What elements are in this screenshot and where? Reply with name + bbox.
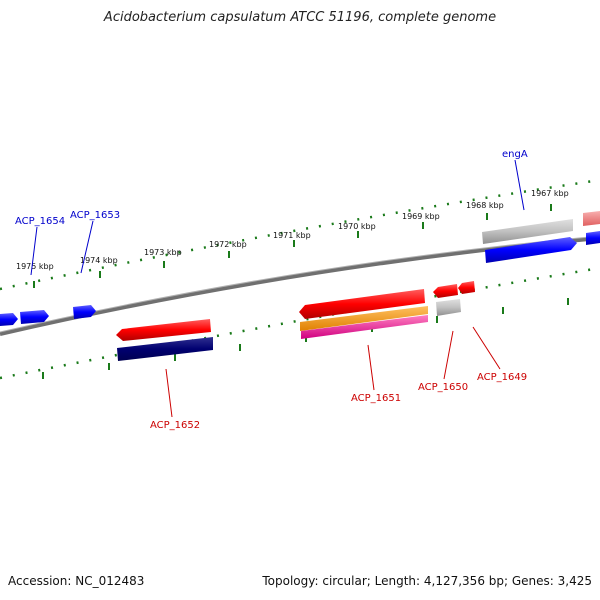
- tick-label: 1973 kbp: [144, 248, 182, 257]
- gene-label-enga[interactable]: engA: [502, 149, 528, 160]
- tick-label: 1971 kbp: [273, 231, 311, 240]
- gene-label-acp-1653[interactable]: ACP_1653: [70, 210, 120, 221]
- gene-acp-1654b-arrow[interactable]: [20, 310, 49, 324]
- tick-label: 1975 kbp: [16, 262, 54, 271]
- gene-acp-1651-arrow[interactable]: [299, 289, 425, 319]
- tick-label: 1974 kbp: [80, 256, 118, 265]
- gene-acp-1653-arrow[interactable]: [73, 305, 96, 319]
- gene-enga-arrow[interactable]: [485, 237, 577, 263]
- leader-acp-1654: [30, 226, 38, 276]
- leader-acp-1652: [165, 368, 173, 418]
- tick-label: 1969 kbp: [402, 212, 440, 221]
- gene-label-acp-1654[interactable]: ACP_1654: [15, 216, 65, 227]
- gene-label-acp-1652[interactable]: ACP_1652: [150, 420, 200, 431]
- gene-enga-feature: [482, 219, 573, 244]
- gene-edge-pink-feature: [583, 211, 600, 226]
- tick-label: 1970 kbp: [338, 222, 376, 231]
- leader-acp-1649: [472, 326, 501, 370]
- gene-label-acp-1650[interactable]: ACP_1650: [418, 382, 468, 393]
- leader-acp-1650: [443, 330, 454, 380]
- tick-label: 1972 kbp: [209, 240, 247, 249]
- gene-acp-1654-arrow[interactable]: [0, 313, 18, 326]
- reverse-major-ticks: [42, 298, 569, 379]
- gene-acp-1649-arrow[interactable]: [458, 281, 475, 294]
- gene-acp-1652-feature: [117, 337, 213, 361]
- accession-text: Accession: NC_012483: [8, 574, 145, 588]
- gene-label-acp-1649[interactable]: ACP_1649: [477, 372, 527, 383]
- leader-enga: [514, 159, 525, 211]
- topology-text: Topology: circular; Length: 4,127,356 bp…: [262, 574, 592, 588]
- page-title: Acidobacterium capsulatum ATCC 51196, co…: [103, 10, 497, 25]
- leader-acp-1653: [80, 220, 94, 274]
- tick-label: 1968 kbp: [466, 201, 504, 210]
- gene-acp-1651-feature-magenta: [301, 315, 428, 339]
- gene-label-acp-1651[interactable]: ACP_1651: [351, 393, 401, 404]
- gene-acp-1652-arrow[interactable]: [116, 319, 211, 341]
- forward-major-ticks: [33, 204, 552, 288]
- leader-acp-1651: [367, 344, 375, 391]
- gene-acp-1650-feature: [436, 299, 461, 316]
- tick-label: 1967 kbp: [531, 189, 569, 198]
- gene-acp-1651-feature-orange: [300, 306, 428, 331]
- gene-acp-1650-arrow[interactable]: [433, 284, 458, 298]
- gene-edge-blue-arrow[interactable]: [586, 231, 600, 245]
